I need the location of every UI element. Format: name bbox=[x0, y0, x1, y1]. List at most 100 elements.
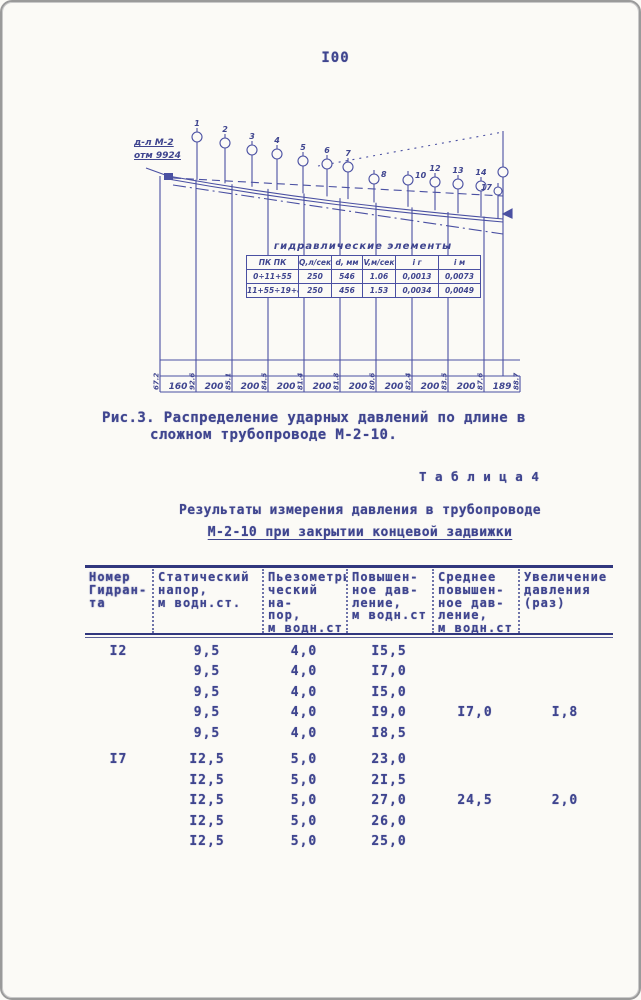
hydraulic-header-cell: d, мм bbox=[331, 255, 363, 270]
elevation-value: 81.8 bbox=[333, 373, 341, 390]
distance-value: 200 bbox=[205, 382, 224, 392]
column-header-raised-pressure: Повышен- ное дав- ление, м водн.ст bbox=[346, 569, 432, 633]
table-cell: 26,0 bbox=[371, 813, 407, 829]
table-row: 9,5 4,0 I5,0 bbox=[85, 682, 612, 703]
table-row: 9,5 4,0 I7,0 bbox=[85, 662, 612, 683]
distance-value: 189 bbox=[493, 382, 512, 392]
hydraulic-cell: 250 bbox=[298, 269, 332, 284]
table-cell: I2 bbox=[109, 643, 128, 659]
hydrant-number: 10 bbox=[415, 171, 427, 180]
table-cell: 27,0 bbox=[371, 793, 407, 809]
elevation-value: 67.2 bbox=[153, 373, 161, 390]
table-cell: 5,0 bbox=[290, 793, 318, 809]
hydrant-number: 3 bbox=[249, 132, 255, 141]
hydraulic-header-cell: ПК ПК bbox=[246, 255, 299, 270]
table-cell: I9,0 bbox=[371, 705, 407, 721]
hydraulic-cell: 0,0013 bbox=[395, 269, 439, 284]
hydraulic-table: ПК ПК Q,л/сек d, мм V,м/сек i г i м 0÷11… bbox=[246, 255, 481, 298]
elevation-value: 82.4 bbox=[405, 373, 413, 390]
table4-title: Результаты измерения давления в трубопро… bbox=[140, 500, 580, 544]
table-cell: I2,5 bbox=[189, 793, 225, 809]
table-row: I2,5 5,0 26,0 bbox=[85, 811, 612, 832]
hydrant-marker bbox=[402, 174, 414, 186]
table-cell: 4,0 bbox=[290, 705, 318, 721]
column-header-hydrant-number: Номер Гидран- та bbox=[89, 570, 148, 610]
pipeline bbox=[167, 175, 504, 220]
table-cell: 9,5 bbox=[193, 705, 221, 721]
table-cell: 4,0 bbox=[290, 664, 318, 680]
table-cell: I,8 bbox=[551, 705, 579, 721]
table-cell: 2,0 bbox=[551, 793, 579, 809]
page-number: I00 bbox=[321, 50, 350, 66]
figure-caption-line: Рис.3. Распределение ударных давлений по… bbox=[102, 410, 526, 426]
table-row: I2,5 5,0 25,0 bbox=[85, 832, 612, 853]
hydrant-marker bbox=[297, 155, 309, 167]
table-cell: 5,0 bbox=[290, 834, 318, 850]
hydrant-number: 1 bbox=[194, 119, 200, 128]
distance-value: 160 bbox=[169, 382, 188, 392]
table-cell: 9,5 bbox=[193, 664, 221, 680]
hydraulic-cell: 1.06 bbox=[362, 269, 396, 284]
table-cell: I8,5 bbox=[371, 725, 407, 741]
hydraulic-table-title: гидравлические элементы bbox=[273, 241, 453, 252]
hydrant-marker bbox=[191, 131, 203, 143]
table-cell: I5,5 bbox=[371, 643, 407, 659]
hydraulic-cell: 0÷11+55 bbox=[246, 269, 299, 284]
hydrant-marker bbox=[321, 158, 333, 170]
hydrant-number: 13 bbox=[452, 166, 464, 175]
hydrant-number: 17 bbox=[481, 183, 493, 192]
distance-value: 200 bbox=[457, 382, 476, 392]
hydraulic-cell: 0,0034 bbox=[395, 283, 439, 298]
distance-value: 200 bbox=[277, 382, 296, 392]
elevation-value: 85.1 bbox=[225, 373, 233, 390]
hydrant-marker bbox=[452, 178, 464, 190]
table4-title-line: М-2-10 при закрытии концевой задвижки bbox=[207, 525, 513, 540]
hydrant-marker bbox=[475, 180, 487, 192]
figure-caption-line: сложном трубопроводе М-2-10. bbox=[150, 427, 398, 443]
table-cell: 5,0 bbox=[290, 772, 318, 788]
elevation-value: 83.5 bbox=[441, 373, 449, 390]
table4-title-line: Результаты измерения давления в трубопро… bbox=[179, 503, 541, 518]
figure-caption: Рис.3. Распределение ударных давлений по… bbox=[102, 410, 526, 444]
table-cell: 25,0 bbox=[371, 834, 407, 850]
table-cell: 9,5 bbox=[193, 684, 221, 700]
hydraulic-header-cell: i м bbox=[438, 255, 481, 270]
column-header-pressure-increase: Увеличение давления (раз) bbox=[518, 569, 612, 633]
hydraulic-header-row: ПК ПК Q,л/сек d, мм V,м/сек i г i м bbox=[246, 255, 481, 270]
hydraulic-cell: 546 bbox=[331, 269, 363, 284]
distance-value: 200 bbox=[349, 382, 368, 392]
elevation-value: 81.4 bbox=[297, 373, 305, 390]
table-row: I7 I2,5 5,0 23,0 bbox=[85, 750, 612, 771]
table-row: 9,5 4,0 I9,0 I7,0 I,8 bbox=[85, 703, 612, 724]
profile-scale-band: 67.2 92.6 85.1 84.5 81.4 81.8 80.6 82.4 83.5 87.6… bbox=[153, 359, 521, 393]
hydraulic-elements-table: гидравлические элементы ПК ПК Q,л/сек d,… bbox=[246, 241, 481, 298]
table-cell: 24,5 bbox=[457, 793, 493, 809]
table-row: I2,5 5,0 27,0 24,5 2,0 bbox=[85, 791, 612, 812]
table-cell: 23,0 bbox=[371, 752, 407, 768]
hydrant-marker bbox=[246, 144, 258, 156]
table-row: 9,5 4,0 I8,5 bbox=[85, 723, 612, 744]
table-cell: I2,5 bbox=[189, 752, 225, 768]
hydrant-marker bbox=[429, 176, 441, 188]
elevation-value: 87.6 bbox=[477, 373, 485, 390]
hydraulic-header-cell: i г bbox=[395, 255, 439, 270]
table-cell: 4,0 bbox=[290, 643, 318, 659]
table-cell: 9,5 bbox=[193, 643, 221, 659]
elevation-value: 84.5 bbox=[261, 373, 269, 390]
distance-value: 200 bbox=[421, 382, 440, 392]
table4-body: I2 9,5 4,0 I5,5 9,5 4,0 I7,0 9,5 4,0 I5,0 9,5 4,0 I9… bbox=[85, 641, 612, 852]
table-cell: I2,5 bbox=[189, 813, 225, 829]
hydrant-number: 5 bbox=[300, 143, 306, 152]
table-cell: I7 bbox=[109, 752, 128, 768]
table-cell: I2,5 bbox=[189, 834, 225, 850]
hydrant-number: 4 bbox=[273, 136, 280, 145]
hydraulic-cell: 1.53 bbox=[362, 283, 396, 298]
elevation-mark-label: отм 9924 bbox=[134, 151, 181, 161]
end-valve-icon bbox=[501, 208, 513, 219]
pipeline-name-label: д-л М-2 bbox=[134, 138, 174, 148]
table-cell: 2I,5 bbox=[371, 772, 407, 788]
hydrant-number: 7 bbox=[345, 149, 351, 158]
elevation-value: 88.7 bbox=[513, 373, 521, 390]
table-cell: I7,0 bbox=[457, 705, 493, 721]
